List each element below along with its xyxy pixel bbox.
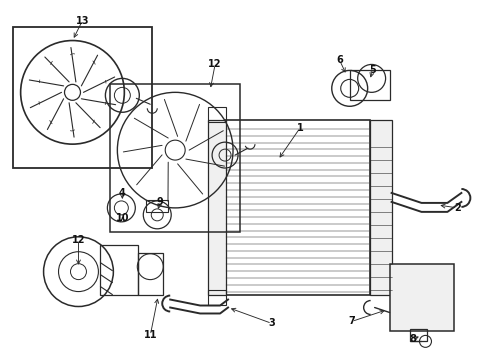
Text: 1: 1	[296, 123, 303, 133]
Text: 5: 5	[369, 66, 376, 76]
Text: 8: 8	[409, 334, 416, 345]
Text: 6: 6	[336, 55, 343, 66]
Bar	[13, 27, 152, 168]
Text: 12: 12	[208, 59, 222, 69]
Bar	[369, 120, 392, 294]
Text: 9: 9	[157, 197, 164, 207]
Bar	[100, 245, 138, 294]
Bar	[147, 200, 168, 212]
Bar	[410, 329, 427, 341]
Bar	[208, 107, 226, 122]
Bar	[208, 289, 226, 305]
Text: 7: 7	[348, 316, 355, 327]
Text: 11: 11	[144, 330, 157, 341]
Text: 10: 10	[116, 213, 129, 223]
Bar	[390, 264, 454, 332]
Text: 13: 13	[76, 15, 89, 26]
Bar	[350, 71, 390, 100]
Text: 3: 3	[269, 319, 275, 328]
Bar	[208, 120, 226, 294]
Text: 2: 2	[454, 203, 461, 213]
Bar	[138, 253, 163, 294]
Text: 12: 12	[72, 235, 85, 245]
Text: 4: 4	[119, 188, 126, 198]
Bar	[225, 120, 369, 294]
Bar	[110, 84, 240, 232]
